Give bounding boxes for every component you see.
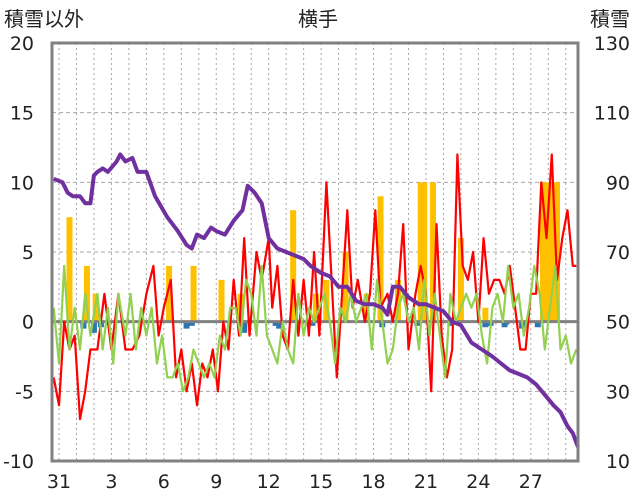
precip-bar: [90, 321, 97, 333]
chart-title: 横手: [298, 7, 338, 31]
x-tick-label: 21: [414, 471, 438, 493]
snowfall-bar: [83, 265, 90, 322]
x-tick-label: 6: [158, 471, 170, 493]
temp_min-line: [52, 264, 578, 393]
y-left-tick-label: -5: [15, 381, 34, 403]
y-left-tick-label: 5: [22, 242, 34, 264]
precip-bar: [188, 321, 195, 326]
x-tick-label: 24: [466, 471, 490, 493]
snowfall-bar: [457, 238, 464, 322]
precip-bar: [534, 321, 541, 328]
x-tick-label: 18: [361, 471, 385, 493]
y-right-tick-label: 90: [606, 172, 630, 194]
y-left-tick-label: 20: [10, 33, 34, 55]
y-left-tick-label: 0: [22, 312, 34, 334]
precip-bar: [447, 321, 454, 326]
snowfall-bar: [417, 182, 424, 322]
y-left-tick-label: 15: [10, 103, 34, 125]
plot-frame: [50, 41, 580, 463]
snowfall-bar: [377, 196, 384, 322]
snow_depth-line: [52, 152, 580, 448]
snowfall-bar: [166, 265, 173, 322]
snowfall-bar: [429, 182, 436, 322]
snowfall-bar: [550, 182, 557, 322]
y-right-tick-label: 130: [594, 33, 630, 55]
snowfall-bar: [547, 182, 554, 322]
precip-bar: [482, 321, 489, 328]
precip-bar: [183, 321, 190, 329]
y-right-tick-label: 70: [606, 242, 630, 264]
snowfall-bar: [543, 182, 550, 322]
x-tick-label: 12: [257, 471, 281, 493]
snowfall-bar: [540, 182, 547, 322]
x-tick-label: 9: [210, 471, 222, 493]
y-left-tick-label: -10: [3, 451, 34, 473]
snowfall-bar: [554, 182, 561, 322]
y-right-tick-label: 10: [606, 451, 630, 473]
y-axis-left-label: 積雪以外: [4, 7, 84, 31]
y-left-tick-label: 10: [10, 172, 34, 194]
precip-bar: [276, 321, 283, 329]
snowfall-bar: [66, 217, 73, 322]
snowfall-bar: [290, 210, 297, 322]
precip-bar: [80, 321, 87, 329]
precip-bar: [241, 321, 248, 333]
y-right-tick-label: 30: [606, 381, 630, 403]
y-axis-right-label: 積雪: [590, 7, 630, 31]
snowfall-bar: [482, 307, 489, 322]
precip-bar: [309, 321, 316, 326]
x-tick-label: 27: [519, 471, 543, 493]
temp_max-line: [52, 153, 577, 421]
snowfall-bar: [312, 293, 319, 322]
precip-bar: [414, 321, 421, 326]
snowfall-bar: [190, 265, 197, 322]
precip-bar: [272, 321, 279, 326]
snowfall-bar: [218, 279, 225, 322]
x-tick-label: 31: [47, 471, 71, 493]
y-right-tick-label: 110: [594, 103, 630, 125]
y-right-tick-label: 50: [606, 312, 630, 334]
snowfall-bar: [421, 182, 428, 322]
x-tick-label: 3: [105, 471, 117, 493]
snowfall-bar: [395, 279, 402, 322]
x-tick-label: 15: [309, 471, 333, 493]
